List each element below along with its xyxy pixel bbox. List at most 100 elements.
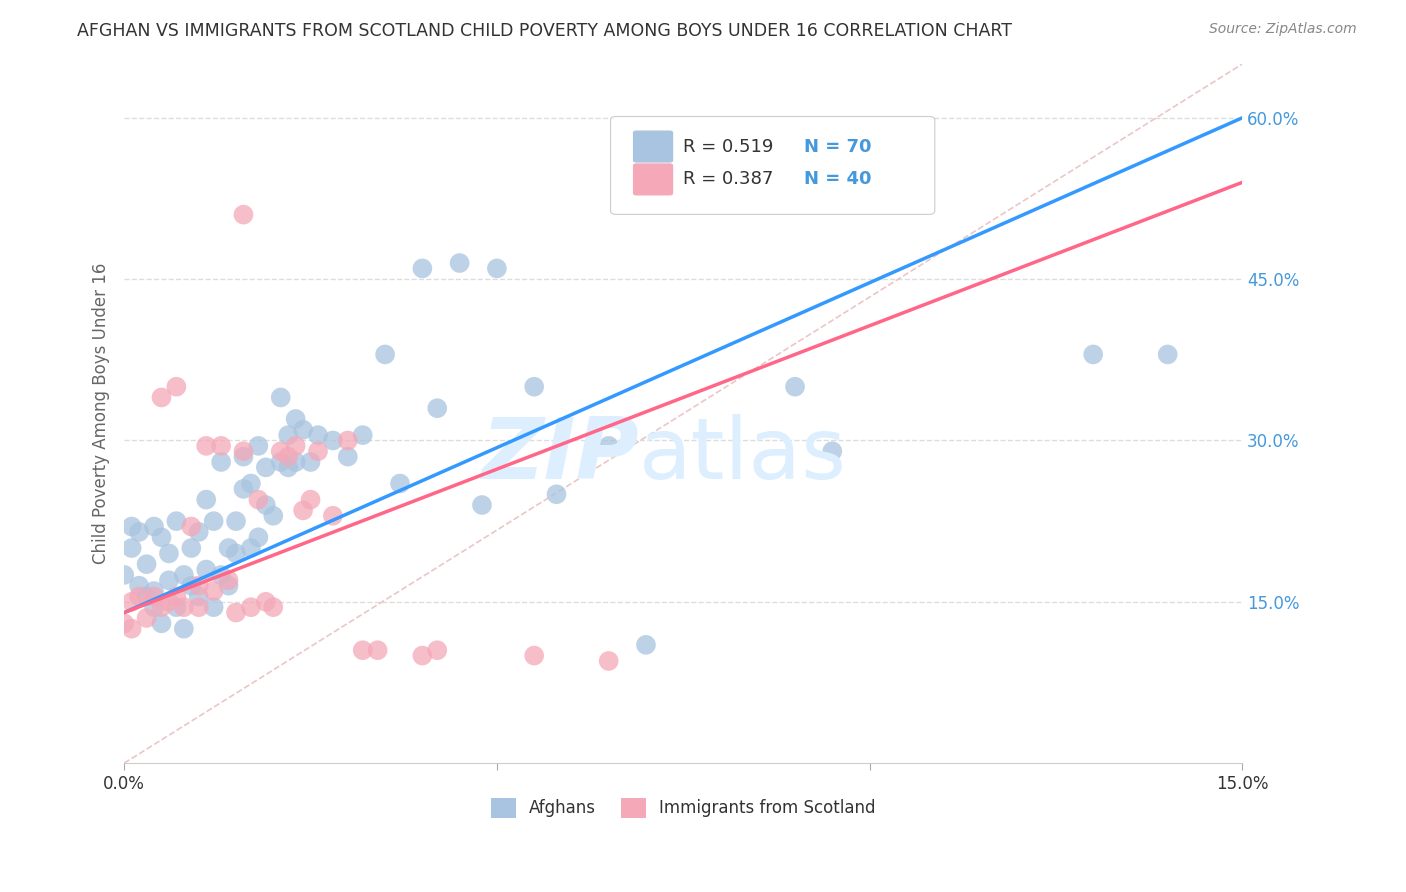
Point — [426, 643, 449, 657]
Point — [121, 519, 143, 533]
Point — [232, 450, 254, 464]
Point — [121, 595, 143, 609]
Point — [292, 503, 315, 517]
Point — [411, 648, 433, 663]
Point — [270, 455, 292, 469]
Point — [143, 584, 166, 599]
Text: R = 0.519: R = 0.519 — [683, 137, 773, 155]
Point — [187, 590, 209, 604]
Point — [173, 568, 195, 582]
Text: N = 40: N = 40 — [804, 170, 872, 188]
Point — [121, 622, 143, 636]
Point — [270, 391, 292, 405]
Text: R = 0.387: R = 0.387 — [683, 170, 773, 188]
Point — [143, 590, 166, 604]
Point — [150, 391, 173, 405]
Point — [195, 562, 218, 576]
Point — [254, 595, 277, 609]
Point — [225, 514, 247, 528]
Point — [307, 428, 329, 442]
Text: Source: ZipAtlas.com: Source: ZipAtlas.com — [1209, 22, 1357, 37]
Point — [225, 546, 247, 560]
Point — [783, 380, 806, 394]
Point — [471, 498, 494, 512]
Point — [485, 261, 508, 276]
Point — [121, 541, 143, 555]
Point — [165, 590, 187, 604]
Point — [135, 611, 157, 625]
Point — [523, 380, 546, 394]
Point — [821, 444, 844, 458]
Point — [247, 439, 270, 453]
Point — [546, 487, 568, 501]
Point — [299, 455, 322, 469]
Point — [157, 595, 180, 609]
Point — [322, 434, 344, 448]
Point — [173, 600, 195, 615]
Point — [292, 423, 315, 437]
Point — [1083, 347, 1105, 361]
Y-axis label: Child Poverty Among Boys Under 16: Child Poverty Among Boys Under 16 — [93, 263, 110, 565]
Point — [277, 460, 299, 475]
Point — [202, 514, 225, 528]
Point — [262, 600, 284, 615]
Point — [270, 444, 292, 458]
Point — [284, 412, 307, 426]
Point — [112, 616, 135, 631]
FancyBboxPatch shape — [633, 163, 673, 195]
Point — [299, 492, 322, 507]
Point — [128, 524, 150, 539]
Point — [322, 508, 344, 523]
Point — [202, 600, 225, 615]
Point — [336, 434, 359, 448]
Point — [150, 600, 173, 615]
Text: atlas: atlas — [638, 414, 846, 497]
Point — [284, 439, 307, 453]
FancyBboxPatch shape — [610, 117, 935, 214]
Point — [135, 557, 157, 571]
Point — [218, 574, 240, 588]
Text: N = 70: N = 70 — [804, 137, 872, 155]
Point — [180, 579, 202, 593]
Point — [388, 476, 411, 491]
Point — [277, 428, 299, 442]
Point — [112, 568, 135, 582]
Point — [218, 579, 240, 593]
Point — [209, 455, 232, 469]
Point — [239, 600, 262, 615]
Point — [374, 347, 396, 361]
Point — [187, 524, 209, 539]
Point — [165, 514, 187, 528]
FancyBboxPatch shape — [633, 130, 673, 162]
Point — [254, 460, 277, 475]
Point — [598, 439, 620, 453]
Point — [352, 428, 374, 442]
Point — [180, 519, 202, 533]
Point — [239, 541, 262, 555]
Point — [165, 600, 187, 615]
Point — [1157, 347, 1180, 361]
Point — [284, 455, 307, 469]
Point — [195, 492, 218, 507]
Point — [180, 541, 202, 555]
Point — [195, 439, 218, 453]
Point — [157, 546, 180, 560]
Point — [336, 450, 359, 464]
Point — [143, 600, 166, 615]
Point — [598, 654, 620, 668]
Point — [150, 616, 173, 631]
Point — [411, 261, 433, 276]
Point — [262, 508, 284, 523]
Point — [128, 579, 150, 593]
Point — [165, 380, 187, 394]
Point — [239, 476, 262, 491]
Point — [135, 590, 157, 604]
Point — [209, 439, 232, 453]
Point — [232, 444, 254, 458]
Point — [254, 498, 277, 512]
Point — [247, 530, 270, 544]
Point — [352, 643, 374, 657]
Point — [247, 492, 270, 507]
Point — [218, 541, 240, 555]
Point — [143, 519, 166, 533]
